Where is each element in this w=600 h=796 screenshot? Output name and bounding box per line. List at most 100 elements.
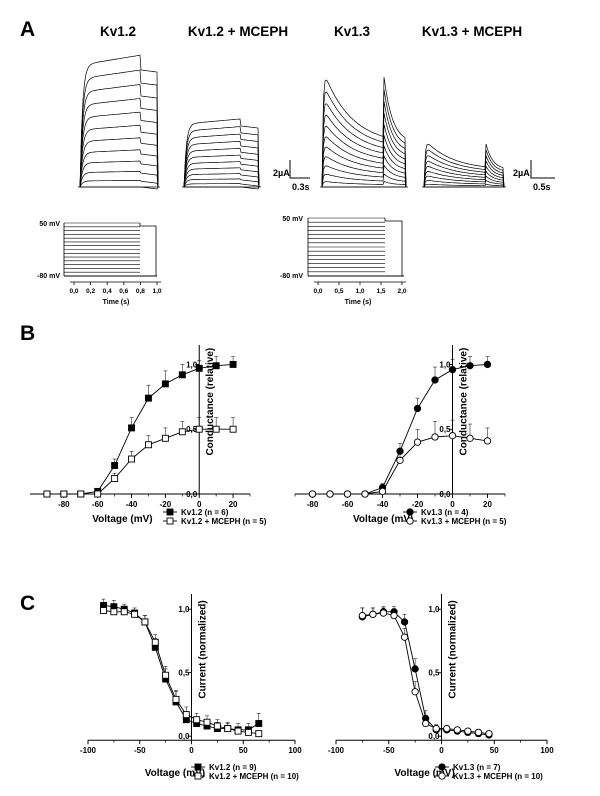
- data-point: [162, 671, 170, 679]
- series-1: [100, 606, 263, 738]
- chart-kv13-inactivation: -100 -50 0 50 100 0,0 0,5 1,0 Voltage (mV) Curren…: [328, 594, 554, 781]
- current-trace: [183, 133, 260, 188]
- legend-marker: [166, 508, 174, 516]
- data-point: [128, 424, 135, 432]
- current-traces-kv13: [320, 76, 408, 188]
- data-point: [390, 611, 398, 620]
- data-point: [110, 608, 118, 616]
- data-point: [111, 462, 119, 469]
- scale-bar-2-y: 2µA: [513, 168, 530, 178]
- y-tick-label: 0,0: [186, 490, 198, 499]
- data-point: [203, 718, 211, 726]
- protocol-tick-label: 0,0: [313, 288, 322, 295]
- legend-marker: [438, 763, 446, 771]
- data-point: [396, 456, 404, 464]
- trace-title-kv13-mceph: Kv1.3 + MCEPH: [422, 24, 522, 39]
- data-point: [60, 490, 68, 498]
- data-point: [229, 425, 237, 433]
- y-tick-label: 1,0: [428, 605, 440, 614]
- legend-entry-0: Kv1.2 (n = 9): [191, 763, 257, 772]
- chart-kv12-conductance: -80 -60 -40 -20 0 20 0,0 0,5 1,0 Voltage (mV) Cond…: [30, 345, 267, 526]
- data-point: [379, 609, 388, 617]
- data-point: [326, 490, 334, 498]
- data-point: [120, 608, 128, 616]
- data-point: [145, 441, 152, 449]
- x-tick-label: 0: [189, 746, 194, 755]
- legend-entry-1: Kv1.2 + MCEPH (n = 10): [191, 772, 299, 781]
- data-point: [474, 728, 483, 737]
- current-trace: [183, 140, 260, 188]
- protocol-tick-label: 1,5: [376, 288, 385, 295]
- x-tick-label: 20: [483, 500, 492, 509]
- y-axis-label: Conductance (relative): [205, 348, 216, 456]
- scale-bar-2-x: 0.5s: [533, 182, 551, 192]
- data-point: [308, 490, 317, 498]
- series-0: [100, 598, 263, 734]
- data-point: [224, 725, 232, 733]
- y-axis-label: Current (normalized): [198, 600, 209, 698]
- legend-marker: [194, 772, 202, 780]
- protocol-tick-label: 0,2: [86, 288, 95, 295]
- y-tick-label: 0,0: [439, 490, 451, 499]
- current-trace: [423, 149, 505, 188]
- legend-label: Kv1.2 (n = 9): [209, 763, 257, 772]
- current-traces-kv12: [78, 54, 160, 190]
- protocol-1-bottom-label: -80 mV: [37, 273, 60, 280]
- protocol-1-xlabel: Time (s): [103, 299, 130, 306]
- legend-marker: [406, 508, 414, 516]
- chart-kv12-inactivation: -100 -50 0 50 100 0,0 0,5 1,0 Voltage (mV) Curren…: [80, 594, 302, 781]
- data-point: [161, 434, 169, 442]
- data-point: [244, 728, 252, 736]
- current-trace: [321, 76, 407, 188]
- current-trace: [423, 175, 505, 188]
- current-trace: [423, 165, 505, 188]
- data-point: [443, 724, 451, 733]
- data-point: [100, 607, 107, 614]
- data-point: [361, 490, 369, 498]
- y-tick-label: 0,0: [428, 732, 440, 741]
- data-point: [483, 360, 492, 369]
- current-trace: [423, 143, 505, 188]
- x-tick-label: -100: [328, 746, 345, 755]
- legend-label: Kv1.3 + MCEPH (n = 10): [453, 772, 543, 781]
- protocol-tick-label: 2,0: [397, 288, 406, 295]
- protocol-tick-label: 0,5: [334, 288, 343, 295]
- current-traces-kv13-mceph: [422, 143, 506, 188]
- data-point: [448, 432, 457, 440]
- panel-label-b: B: [20, 322, 35, 345]
- current-trace: [183, 126, 260, 188]
- x-tick-label: 100: [288, 746, 302, 755]
- data-point: [485, 730, 493, 738]
- current-trace: [321, 113, 407, 188]
- current-trace: [423, 179, 505, 188]
- current-traces-kv12-mceph: [182, 118, 261, 190]
- data-point: [151, 638, 159, 646]
- data-point: [464, 727, 472, 735]
- legend-label: Kv1.2 (n = 6): [181, 508, 229, 517]
- series-line: [103, 610, 259, 735]
- current-trace: [79, 160, 159, 188]
- x-tick-label: -20: [412, 500, 424, 509]
- protocol-tick-label: 1,0: [152, 288, 161, 295]
- y-tick-label: 1,0: [186, 360, 198, 369]
- trace-title-kv13: Kv1.3: [334, 24, 371, 39]
- current-trace: [423, 159, 505, 188]
- data-point: [182, 711, 190, 719]
- series-1: [30, 417, 237, 498]
- protocol-tick-label: 0,0: [69, 288, 78, 295]
- voltage-protocol-2: 50 mV -80 mV Time (s) 0,0 0,5 1,0 1,5 2,0: [280, 216, 407, 306]
- data-point: [212, 362, 220, 370]
- y-tick-label: 1,0: [178, 605, 190, 614]
- x-axis-label: Voltage (mV): [145, 768, 205, 779]
- data-point: [229, 360, 237, 368]
- current-trace: [79, 180, 159, 188]
- current-trace: [79, 98, 159, 188]
- x-axis-label: Voltage (mV): [353, 514, 413, 525]
- scale-bar-1-y: 2µA: [273, 168, 290, 178]
- data-point: [422, 719, 430, 728]
- y-tick-label: 0,5: [178, 669, 190, 678]
- current-trace: [79, 69, 159, 188]
- data-point: [178, 428, 186, 436]
- legend-entry-0: Kv1.3 (n = 4): [403, 508, 469, 517]
